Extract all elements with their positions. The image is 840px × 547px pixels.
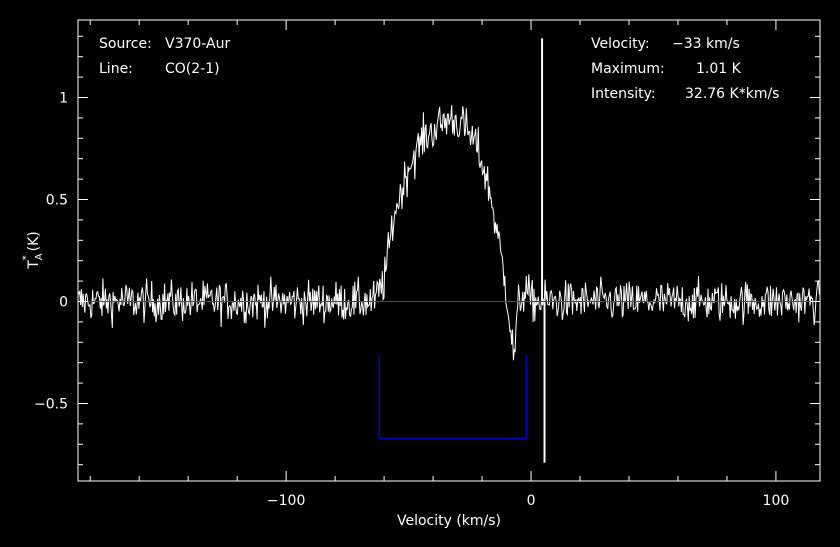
- line-label: Line:: [99, 61, 133, 77]
- source-label: Source:: [99, 36, 152, 52]
- axis-ticks: −100 0 100 −0.5 0 0.5 1: [34, 20, 820, 509]
- chart-marks: [78, 38, 820, 463]
- svg-text:TA*(K): TA*(K): [21, 231, 45, 270]
- plot-frame: [77, 19, 821, 482]
- x-tick-label: 100: [763, 493, 790, 509]
- y-axis-label: TA*(K): [21, 231, 45, 270]
- maximum-value: 1.01 K: [696, 61, 741, 77]
- intensity-value: 32.76 K*km/s: [685, 86, 780, 102]
- source-value: V370-Aur: [165, 36, 231, 52]
- spectrum-line: [78, 105, 820, 361]
- y-tick-label: 1: [59, 91, 68, 107]
- line-value: CO(2-1): [165, 61, 220, 77]
- integration-window: [378, 354, 527, 439]
- y-tick-label: 0: [59, 294, 68, 310]
- y-tick-label: −0.5: [34, 396, 68, 412]
- intensity-label: Intensity:: [591, 86, 656, 102]
- velocity-label: Velocity:: [591, 36, 650, 52]
- y-tick-label: 0.5: [46, 193, 68, 209]
- maximum-label: Maximum:: [591, 61, 665, 77]
- x-axis-label: Velocity (km/s): [397, 513, 501, 529]
- x-tick-label: 0: [527, 493, 536, 509]
- velocity-value: −33 km/s: [672, 36, 740, 52]
- x-tick-label: −100: [267, 493, 305, 509]
